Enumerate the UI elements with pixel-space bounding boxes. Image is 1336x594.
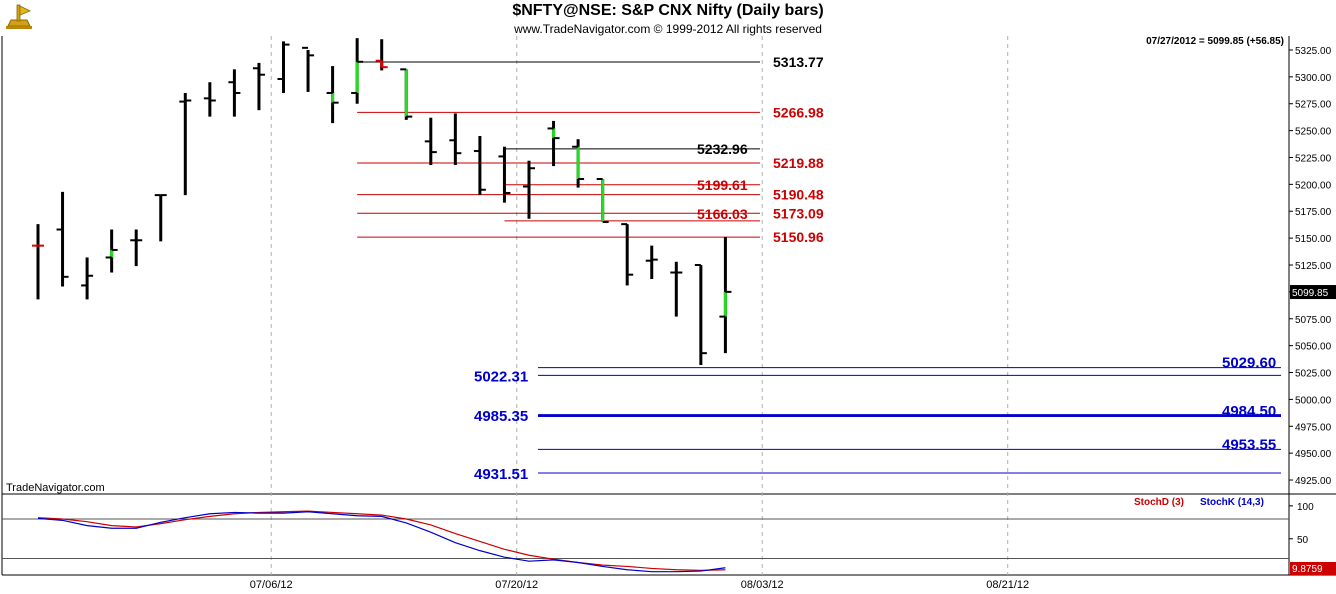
ohlc-bar	[105, 229, 118, 273]
y-tick-label: 4975.00	[1295, 422, 1332, 433]
y-tick-label: 5125.00	[1295, 261, 1332, 272]
support-label: 5029.60	[1222, 355, 1276, 372]
y-tick-label: 5200.00	[1295, 180, 1332, 191]
support-label: 4931.51	[474, 466, 528, 483]
ohlc-bar	[596, 177, 609, 223]
y-tick-label: 4950.00	[1295, 449, 1332, 460]
y-tick-label: 5175.00	[1295, 207, 1332, 218]
resistance-label: 5232.96	[697, 141, 748, 157]
resistance-label: 5150.96	[773, 229, 824, 245]
ohlc-bar	[277, 41, 290, 93]
ohlc-bar	[228, 69, 241, 117]
stoch-y-tick-label: 100	[1297, 502, 1314, 513]
stochd-legend: StochD (3)	[1134, 497, 1184, 508]
resistance-label: 5173.09	[773, 205, 824, 221]
stochd-line	[37, 510, 726, 571]
ohlc-bar	[130, 229, 143, 267]
ohlc-bar	[179, 92, 192, 196]
ohlc-bar	[351, 38, 364, 104]
y-tick-label: 5225.00	[1295, 153, 1332, 164]
x-tick-label: 07/06/12	[250, 579, 293, 591]
y-tick-label: 5075.00	[1295, 315, 1332, 326]
x-tick-label: 07/20/12	[495, 579, 538, 591]
stoch-y-tick-label: 50	[1297, 535, 1309, 546]
ohlc-bar	[694, 264, 707, 365]
ohlc-bar	[56, 191, 69, 287]
resistance-label: 5313.77	[773, 54, 824, 70]
last-price-tag	[1290, 285, 1336, 300]
ohlc-bar	[547, 120, 560, 167]
ohlc-bar	[252, 62, 265, 111]
stochk-line	[37, 511, 726, 573]
stochk-legend: StochK (14,3)	[1200, 497, 1264, 508]
x-tick-label: 08/03/12	[741, 579, 784, 591]
y-tick-label: 5300.00	[1295, 73, 1332, 84]
ohlc-bar	[572, 139, 585, 188]
y-tick-label: 4925.00	[1295, 476, 1332, 487]
support-label: 4953.55	[1222, 436, 1276, 453]
ohlc-bar	[81, 257, 94, 300]
last-price-label: 5099.85	[1292, 288, 1329, 299]
stoch-value-tag	[1290, 562, 1336, 575]
y-tick-label: 5000.00	[1295, 395, 1332, 406]
last-quote: 07/27/2012 = 5099.85 (+56.85)	[1146, 36, 1284, 47]
chart-title: $NFTY@NSE: S&P CNX Nifty (Daily bars)	[512, 2, 824, 19]
ohlc-bar	[424, 117, 437, 166]
ohlc-bar	[621, 223, 634, 286]
ohlc-bar	[326, 66, 339, 124]
y-tick-label: 5025.00	[1295, 369, 1332, 380]
stoch-value-label: 9.8759	[1292, 564, 1323, 575]
ohlc-bar	[498, 146, 511, 203]
resistance-label: 5166.03	[697, 206, 748, 222]
ohlc-bar	[719, 237, 732, 354]
y-tick-label: 5150.00	[1295, 234, 1332, 245]
ohlc-bar	[302, 46, 315, 92]
resistance-label: 5199.61	[697, 177, 748, 193]
ohlc-bar	[473, 135, 486, 196]
y-tick-label: 5250.00	[1295, 127, 1332, 138]
ohlc-bar	[154, 194, 167, 242]
x-tick-label: 08/21/12	[986, 579, 1029, 591]
resistance-label: 5266.98	[773, 104, 824, 120]
y-tick-label: 5325.00	[1295, 46, 1332, 57]
ohlc-bar	[523, 160, 535, 219]
ohlc-bar	[449, 113, 462, 166]
support-label: 4985.35	[474, 408, 528, 425]
y-tick-label: 5275.00	[1295, 100, 1332, 111]
support-label: 5022.31	[474, 368, 528, 385]
ohlc-bar	[375, 39, 388, 71]
ohlc-bar	[645, 245, 658, 279]
ohlc-bar	[670, 261, 683, 317]
tradenavigator-logo-icon	[4, 2, 34, 30]
brand-text: TradeNavigator.com	[6, 482, 105, 494]
ohlc-bar	[400, 68, 413, 120]
resistance-label: 5190.48	[773, 187, 824, 203]
support-label: 4984.50	[1222, 403, 1276, 420]
ohlc-bar	[203, 82, 216, 117]
resistance-label: 5219.88	[773, 155, 824, 171]
ohlc-bar	[32, 224, 44, 300]
y-tick-label: 5050.00	[1295, 342, 1332, 353]
copyright-text: www.TradeNavigator.com © 1999-2012 All r…	[514, 22, 822, 36]
